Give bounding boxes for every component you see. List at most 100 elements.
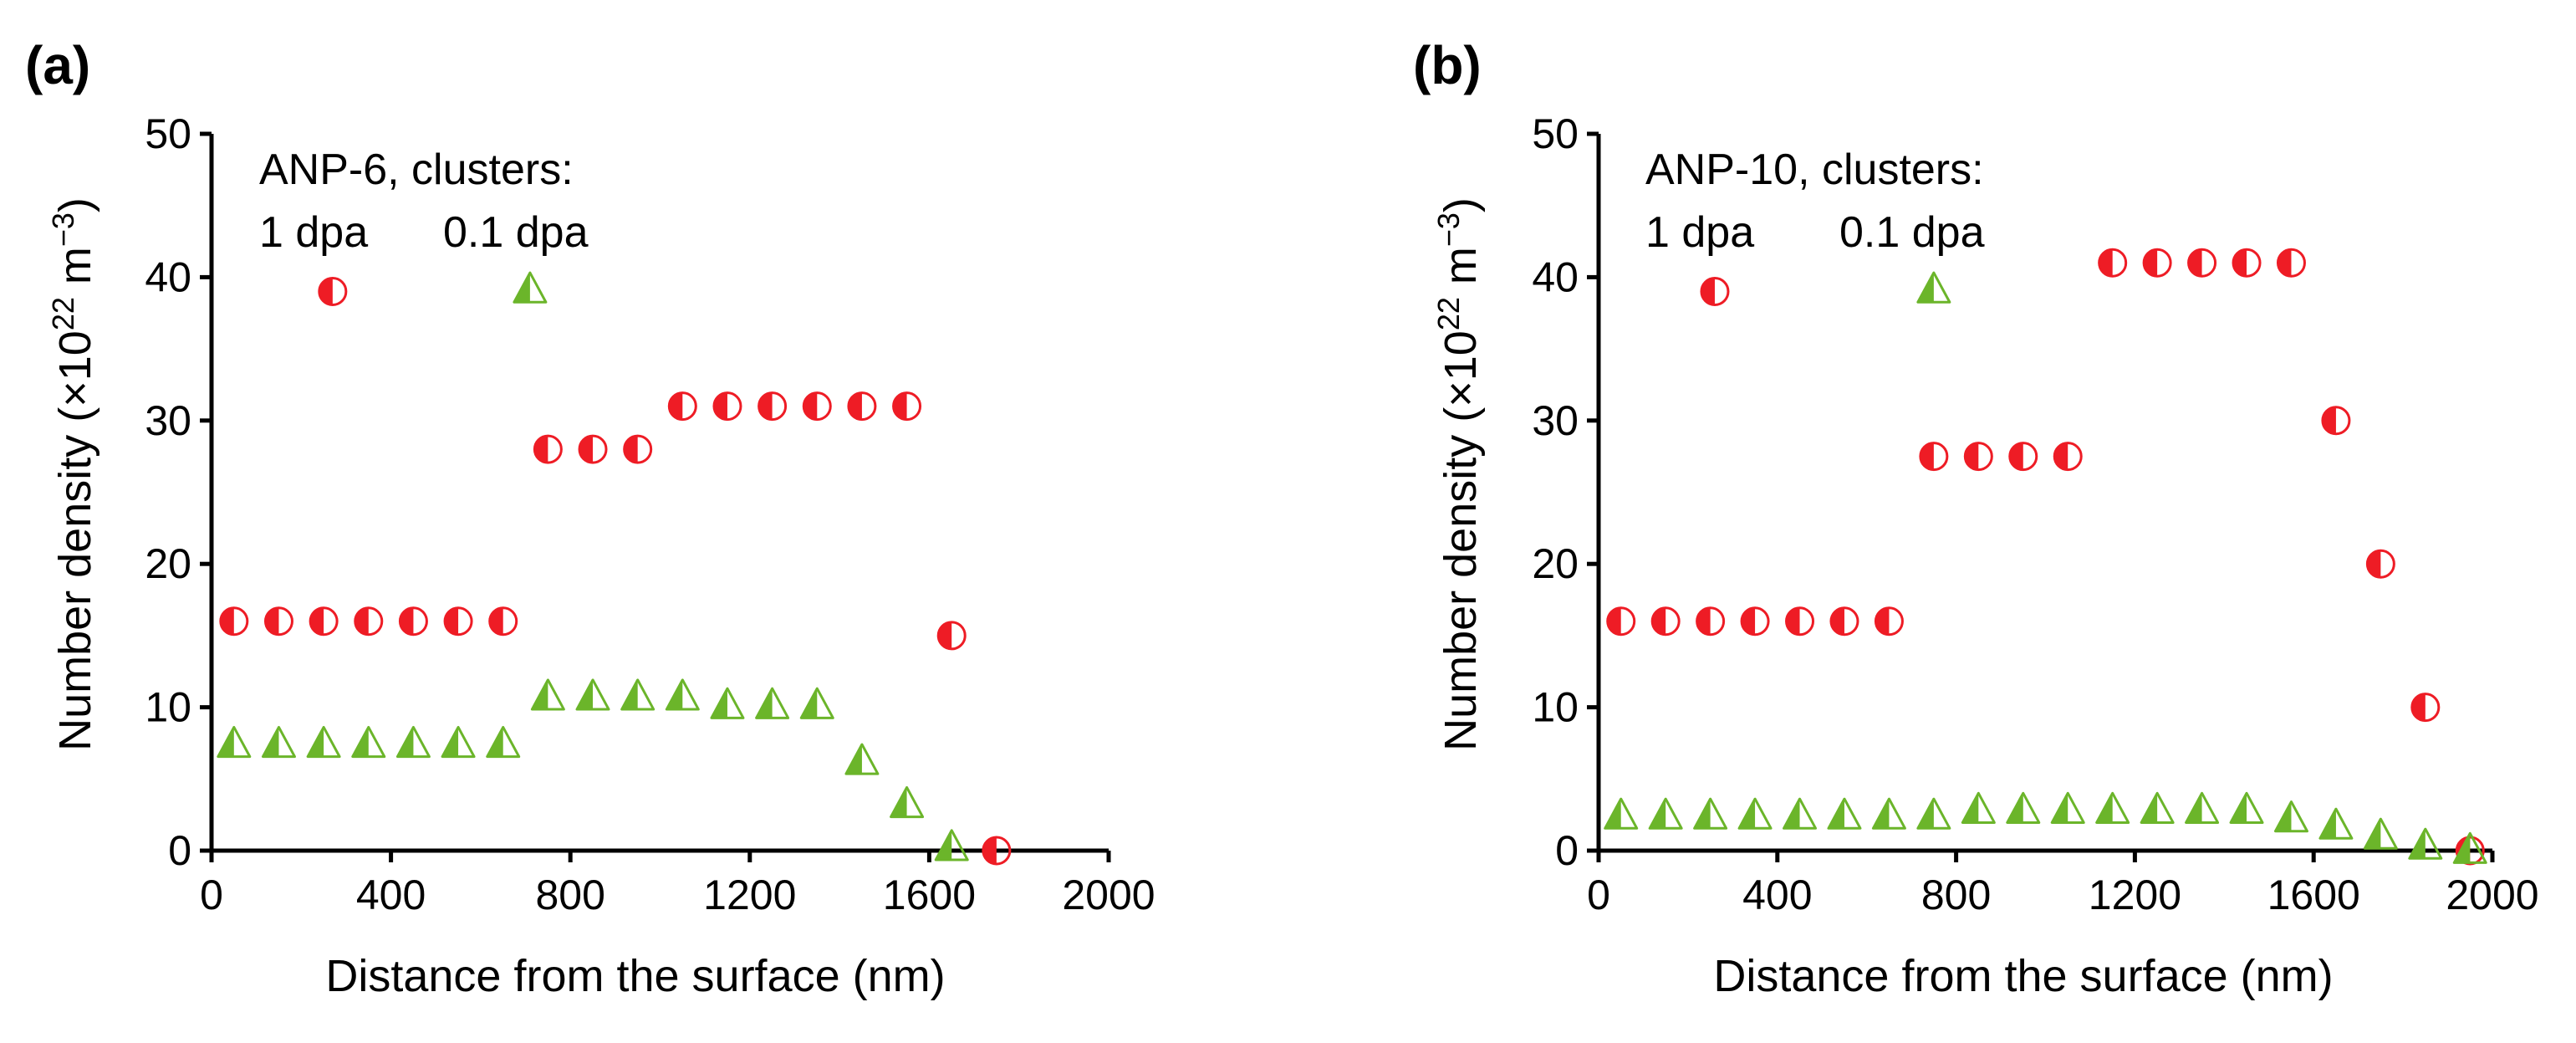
x-tick-label: 1200 xyxy=(2089,872,2181,918)
data-point-1dpa xyxy=(488,606,518,637)
data-point-1dpa xyxy=(757,391,788,422)
y-axis-title-prefix: Number density (×10 xyxy=(50,330,100,751)
legend-label-01dpa: 0.1 dpa xyxy=(1839,208,1985,257)
data-point-01dpa xyxy=(1737,797,1773,830)
data-point-01dpa xyxy=(1827,797,1862,830)
data-marks xyxy=(217,271,1012,866)
data-point-01dpa xyxy=(261,725,296,759)
y-axis-title-mid: m xyxy=(50,247,100,297)
legend-marker-01dpa xyxy=(513,271,548,304)
data-point-01dpa xyxy=(1604,797,1639,830)
y-tick-label: 40 xyxy=(1532,253,1579,300)
data-point-01dpa xyxy=(395,725,431,759)
x-tick-label: 800 xyxy=(1921,872,1991,918)
x-tick-label: 1200 xyxy=(703,872,796,918)
y-tick-label: 30 xyxy=(1532,397,1579,444)
legend-marker-01dpa xyxy=(1916,271,1951,304)
y-axis-title-suffix: ) xyxy=(1436,197,1486,212)
data-point-01dpa xyxy=(530,678,565,711)
data-point-1dpa xyxy=(667,391,697,422)
data-point-01dpa xyxy=(2408,827,2443,860)
y-tick-label: 0 xyxy=(168,827,191,874)
y-axis-title-sup2: −3 xyxy=(46,212,80,247)
y-axis-title-suffix: ) xyxy=(50,197,100,212)
data-point-01dpa xyxy=(2452,831,2487,864)
y-axis-title-mid: m xyxy=(1436,247,1486,297)
data-point-01dpa xyxy=(755,687,790,719)
data-point-01dpa xyxy=(934,829,969,861)
data-point-01dpa xyxy=(2140,791,2175,824)
data-point-01dpa xyxy=(1916,797,1951,830)
data-point-01dpa xyxy=(306,725,341,759)
data-point-01dpa xyxy=(890,785,925,819)
y-axis-title-sup1: 22 xyxy=(1431,297,1466,330)
data-point-01dpa xyxy=(2229,791,2264,824)
data-point-1dpa xyxy=(2187,248,2217,278)
data-point-01dpa xyxy=(486,725,521,759)
data-point-01dpa xyxy=(1783,797,1818,830)
data-point-01dpa xyxy=(2273,800,2308,833)
data-point-1dpa xyxy=(847,391,877,422)
x-tick-label: 400 xyxy=(1742,872,1812,918)
legend-label-01dpa: 0.1 dpa xyxy=(443,208,589,257)
data-point-01dpa xyxy=(799,687,834,719)
data-point-1dpa xyxy=(2142,248,2172,278)
data-point-01dpa xyxy=(1648,797,1683,830)
data-point-1dpa xyxy=(936,621,967,651)
legend-label-1dpa: 1 dpa xyxy=(1645,208,1754,257)
panel-a: (a) Distance from the surface (nm) Numbe… xyxy=(25,35,1155,1001)
data-point-1dpa xyxy=(623,434,653,464)
data-point-1dpa xyxy=(1606,606,1636,637)
data-point-1dpa xyxy=(892,391,922,422)
data-point-01dpa xyxy=(2095,791,2130,824)
legend-marker-1dpa xyxy=(1700,277,1730,307)
data-point-1dpa xyxy=(1785,606,1815,637)
panel-label: (b) xyxy=(1413,35,1482,95)
data-point-1dpa xyxy=(802,391,832,422)
axes: 0 400 800 1200 1600 2000 0 10 20 30 40 50 xyxy=(1532,110,2538,918)
data-point-1dpa xyxy=(2276,248,2306,278)
data-point-01dpa xyxy=(2318,807,2354,840)
x-axis-title: Distance from the surface (nm) xyxy=(1713,951,2333,1001)
data-point-01dpa xyxy=(575,678,610,711)
data-point-1dpa xyxy=(712,391,742,422)
data-point-01dpa xyxy=(2050,791,2085,824)
data-point-1dpa xyxy=(1740,606,1770,637)
legend-label-1dpa: 1 dpa xyxy=(259,208,368,257)
data-point-1dpa xyxy=(354,606,384,637)
data-point-1dpa xyxy=(2053,442,2083,472)
data-point-1dpa xyxy=(443,606,473,637)
data-point-1dpa xyxy=(578,434,608,464)
y-tick-label: 10 xyxy=(145,684,191,731)
data-point-1dpa xyxy=(398,606,428,637)
data-point-1dpa xyxy=(263,606,293,637)
data-point-1dpa xyxy=(309,606,339,637)
data-point-1dpa xyxy=(2232,248,2262,278)
data-point-01dpa xyxy=(1693,797,1728,830)
data-point-1dpa xyxy=(1696,606,1726,637)
y-tick-label: 10 xyxy=(1532,684,1579,731)
data-point-1dpa xyxy=(1919,442,1949,472)
data-point-1dpa xyxy=(1874,606,1904,637)
data-point-01dpa xyxy=(1871,797,1906,830)
y-tick-label: 0 xyxy=(1555,827,1579,874)
panel-label: (a) xyxy=(25,35,90,95)
data-point-01dpa xyxy=(351,725,386,759)
y-axis-title: Number density (×1022 m−3) xyxy=(1431,197,1486,751)
y-axis-title: Number density (×1022 m−3) xyxy=(46,197,100,751)
x-tick-label: 400 xyxy=(356,872,426,918)
x-axis-title: Distance from the surface (nm) xyxy=(325,951,945,1001)
y-tick-label: 50 xyxy=(145,110,191,157)
data-marks xyxy=(1604,248,2487,866)
y-tick-label: 30 xyxy=(145,397,191,444)
data-point-1dpa xyxy=(2008,442,2038,472)
data-point-1dpa xyxy=(1829,606,1859,637)
data-point-1dpa xyxy=(2098,248,2128,278)
data-point-01dpa xyxy=(217,725,252,759)
x-tick-label: 0 xyxy=(1587,872,1610,918)
data-point-1dpa xyxy=(1963,442,1993,472)
data-point-01dpa xyxy=(620,678,655,711)
panel-b: (b) Distance from the surface (nm) Numbe… xyxy=(1413,35,2539,1001)
